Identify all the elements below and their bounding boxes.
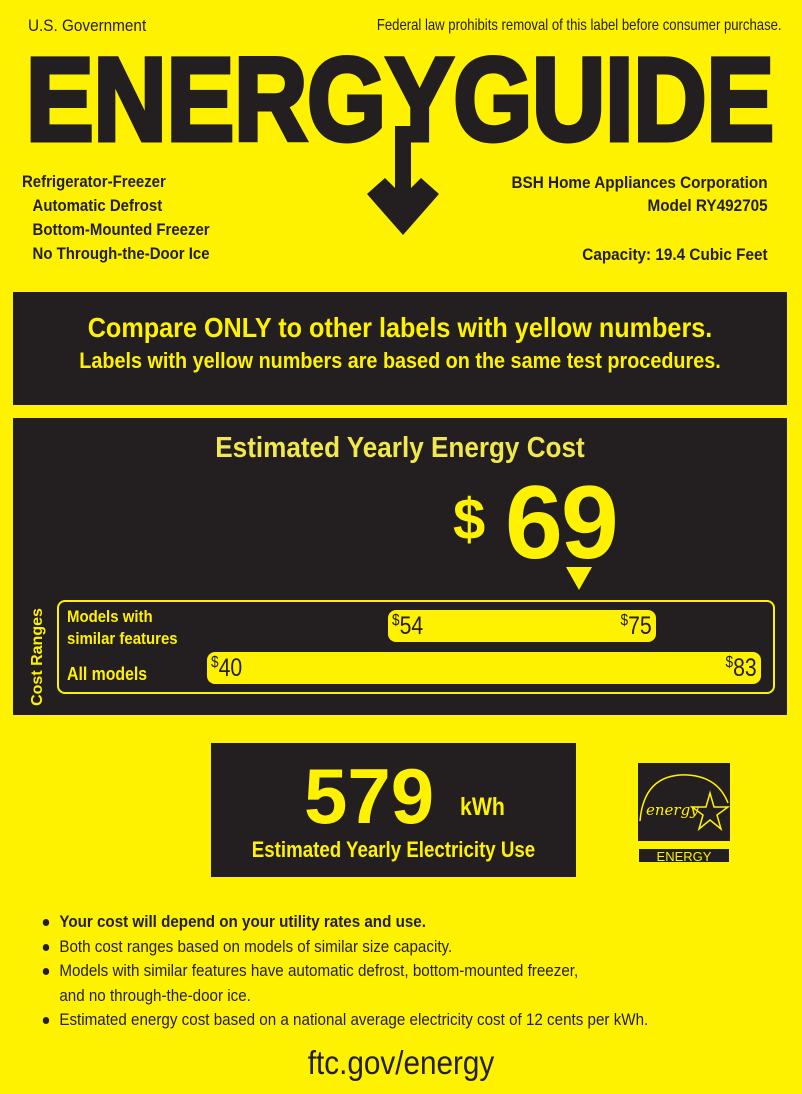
note-item: Both cost ranges based on models of simi…: [40, 935, 648, 960]
feature-item: No Through-the-Door Ice: [32, 244, 210, 263]
cost-ranges-label: Cost Ranges: [29, 608, 46, 706]
all-low: 40: [218, 654, 243, 682]
yearly-cost-panel: Estimated Yearly Energy Cost $ 69 Cost R…: [13, 418, 787, 715]
cost-pointer-triangle: [566, 567, 592, 590]
energy-star-logo: energy ENERGY STAR: [638, 763, 731, 879]
government-label: U.S. Government: [28, 16, 147, 35]
all-high: 83: [733, 654, 757, 682]
similar-high: 75: [628, 612, 652, 640]
notes-list: Your cost will depend on your utility ra…: [40, 910, 648, 1033]
product-type: Refrigerator-Freezer: [22, 172, 166, 191]
note-item: Estimated energy cost based on a nationa…: [40, 1008, 648, 1033]
cost-ranges: Models with similar features $54 $75 All…: [57, 600, 775, 694]
capacity: Capacity: 19.4 Cubic Feet: [582, 245, 768, 264]
kwh-value: 579: [304, 752, 435, 840]
currency: $: [620, 612, 629, 629]
similar-models-label: Models with similar features: [67, 607, 178, 648]
energy-star-label: ENERGY STAR: [638, 848, 730, 879]
feature-item: Automatic Defrost: [32, 196, 163, 215]
cost-title: Estimated Yearly Energy Cost: [215, 432, 585, 464]
similar-range-bar: $54 $75: [388, 610, 656, 642]
svg-text:ENERGYGUIDE: ENERGYGUIDE: [26, 46, 774, 166]
manufacturer: BSH Home Appliances Corporation: [511, 173, 768, 192]
note-item: Your cost will depend on your utility ra…: [40, 910, 648, 935]
cost-value: 69: [505, 465, 619, 581]
energy-star-icon: energy: [638, 763, 731, 841]
currency: $: [211, 654, 219, 671]
compare-line1: Compare ONLY to other labels with yellow…: [87, 312, 713, 343]
similar-low: 54: [399, 612, 424, 640]
model-number: Model RY492705: [647, 196, 768, 215]
law-notice: Federal law prohibits removal of this la…: [377, 17, 782, 34]
note-item: Models with similar features have automa…: [40, 959, 592, 1008]
compare-line2: Labels with yellow numbers are based on …: [79, 348, 721, 373]
kwh-unit: kWh: [460, 793, 505, 821]
product-features: Refrigerator-Freezer Automatic Defrost B…: [22, 170, 210, 266]
cost-currency: $: [453, 487, 486, 552]
all-models-label: All models: [67, 664, 148, 684]
electricity-use-panel: 579 kWh Estimated Yearly Electricity Use: [211, 743, 576, 877]
feature-item: Bottom-Mounted Freezer: [32, 220, 210, 239]
currency: $: [725, 654, 734, 671]
product-info: BSH Home Appliances Corporation Model RY…: [512, 171, 768, 266]
energyguide-logo: ENERGYGUIDE: [24, 46, 777, 235]
compare-banner: Compare ONLY to other labels with yellow…: [13, 292, 787, 405]
kwh-label: Estimated Yearly Electricity Use: [251, 837, 536, 862]
ftc-url[interactable]: ftc.gov/energy: [307, 1044, 495, 1081]
energy-star-script: energy: [646, 801, 699, 819]
all-range-bar: $40 $83: [207, 652, 761, 684]
currency: $: [392, 612, 400, 629]
